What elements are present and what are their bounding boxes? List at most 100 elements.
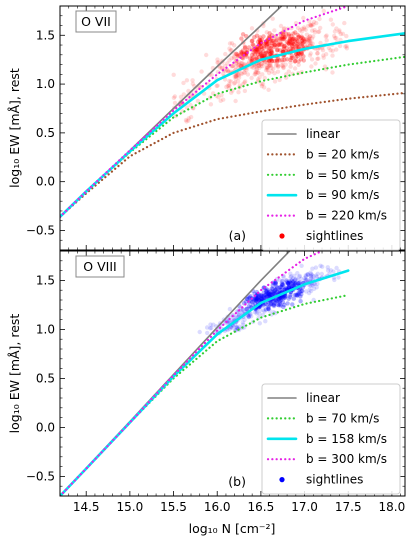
sightline-point [272,71,277,76]
sightline-point [249,39,255,44]
sightline-point [226,69,231,75]
sightline-point [309,272,315,278]
sightline-point [258,51,264,57]
sightline-point [233,76,238,82]
sightline-point [309,23,314,28]
sightline-point [258,293,264,298]
sightline-point [309,283,314,288]
sightline-point [289,33,294,39]
sightline-point [208,326,213,331]
sightline-point [227,82,232,87]
sightline-point [224,84,229,90]
sightline-point [256,49,261,54]
sightline-point [281,46,286,52]
sightline-point [264,289,269,294]
sightline-point [225,83,230,89]
sightline-point [239,36,244,41]
sightline-point [257,46,262,51]
sightline-point [282,34,288,40]
sightline-point [295,32,300,38]
sightline-point [258,63,263,69]
sightline-point [302,42,307,47]
sightline-point [296,292,301,297]
sightline-point [288,275,293,280]
sightline-point [232,81,237,86]
sightline-point [262,85,267,90]
sightline-point [242,80,247,85]
sightline-point [234,51,239,56]
sightline-point [260,63,265,69]
sightline-point [344,44,349,49]
sightline-point [261,53,266,59]
sightline-point [288,280,293,285]
sightline-point [280,60,285,65]
sightline-point [273,280,278,286]
sightline-point [282,302,287,308]
sightline-point [246,303,252,309]
sightline-point [253,297,258,303]
sightline-point [288,41,294,46]
sightline-point [250,300,255,305]
sightline-point [236,75,242,80]
sightline-point [291,279,296,284]
sightline-point [280,35,285,40]
sightline-point [227,46,232,51]
y-tick-label: 1.0 [36,77,55,91]
sightline-point [262,53,267,59]
sightline-point [240,307,245,312]
sightline-point [229,90,234,95]
sightline-point [220,65,225,71]
sightline-point [270,286,275,292]
sightline-point [298,50,304,55]
sightline-point [242,70,247,76]
sightline-point [316,29,322,34]
sightline-point [330,53,335,58]
sightline-point [278,284,284,290]
sightline-point [279,63,284,68]
x-tick-label: 16.0 [204,500,231,514]
sightline-point [229,56,234,61]
sightline-point [286,282,292,287]
sightline-point [297,274,302,279]
sightline-point [281,34,286,39]
sightline-point [281,45,287,50]
sightline-point [324,38,329,43]
sightline-point [219,93,224,98]
sightline-point [270,299,275,304]
sightline-point [326,45,332,51]
sightline-point [256,295,261,300]
sightline-point [300,288,305,294]
sightline-point [267,292,272,297]
sightline-point [233,73,238,78]
sightline-point [271,291,277,296]
sightline-point [258,50,263,55]
sightline-point [270,289,275,295]
sightline-point [307,38,312,44]
sightline-point [305,272,311,277]
sightline-point [283,294,288,299]
sightline-point [343,44,348,49]
sightline-point [309,57,315,62]
sightline-point [258,52,263,57]
sightline-point [239,51,244,56]
legend-label: b = 158 km/s [306,432,387,446]
sightline-point [290,280,295,285]
sightline-point [250,302,256,307]
sightline-point [272,288,278,294]
sightline-point [281,36,286,42]
sightline-point [262,309,267,314]
sightline-point [255,52,261,57]
sightline-point [250,38,255,43]
sightline-point [318,263,323,268]
sightline-point [342,20,347,26]
sightline-point [186,116,191,121]
sightline-point [276,303,281,308]
sightline-point [249,26,255,31]
sightline-point [308,23,313,28]
sightline-point [299,29,304,34]
legend-scatter-marker [279,477,285,483]
sightline-point [263,292,268,298]
sightline-point [287,33,292,39]
sightline-point [269,59,275,64]
sightline-point [289,284,295,289]
